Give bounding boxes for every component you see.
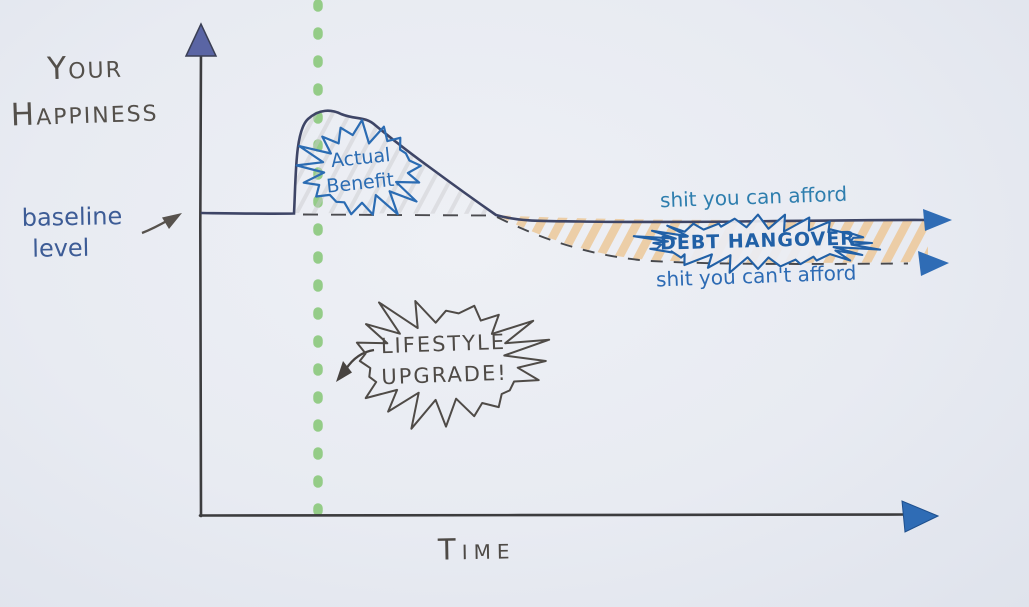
- cant-afford-line: [496, 216, 909, 265]
- actual-benefit-area: [295, 110, 495, 214]
- cant-afford-arrowhead-icon: [918, 251, 949, 276]
- y-axis-arrowhead-icon: [184, 22, 218, 57]
- y-axis-label-line1: Your: [46, 48, 124, 88]
- lifestyle-upgrade-label: LIFESTYLE UPGRADE!: [357, 326, 531, 394]
- baseline-level-label: baseline level: [21, 201, 123, 265]
- baseline-label-line1: baseline: [21, 202, 123, 232]
- baseline-pointer-arrow: [141, 213, 182, 235]
- debt-hangover-zigzag-ribbon: [632, 213, 882, 274]
- y-axis-label: Your Happiness: [8, 43, 159, 138]
- happiness-curve: [200, 109, 932, 224]
- lifestyle-upgrade-starburst: [355, 300, 551, 430]
- afford-arrowhead-icon: [923, 209, 952, 231]
- upgrade-pointer-arrow: [336, 348, 375, 382]
- x-axis-arrowhead-icon: [901, 500, 940, 533]
- actual-benefit-starburst: [295, 118, 422, 216]
- y-axis-label-line2: Happiness: [10, 92, 160, 134]
- x-axis-label: Time: [437, 531, 516, 567]
- lifestyle-upgrade-line2: UPGRADE!: [381, 360, 509, 390]
- axes: [198, 44, 908, 518]
- x-axis: [198, 513, 908, 517]
- baseline-label-line2: level: [32, 233, 90, 263]
- y-axis: [198, 44, 203, 518]
